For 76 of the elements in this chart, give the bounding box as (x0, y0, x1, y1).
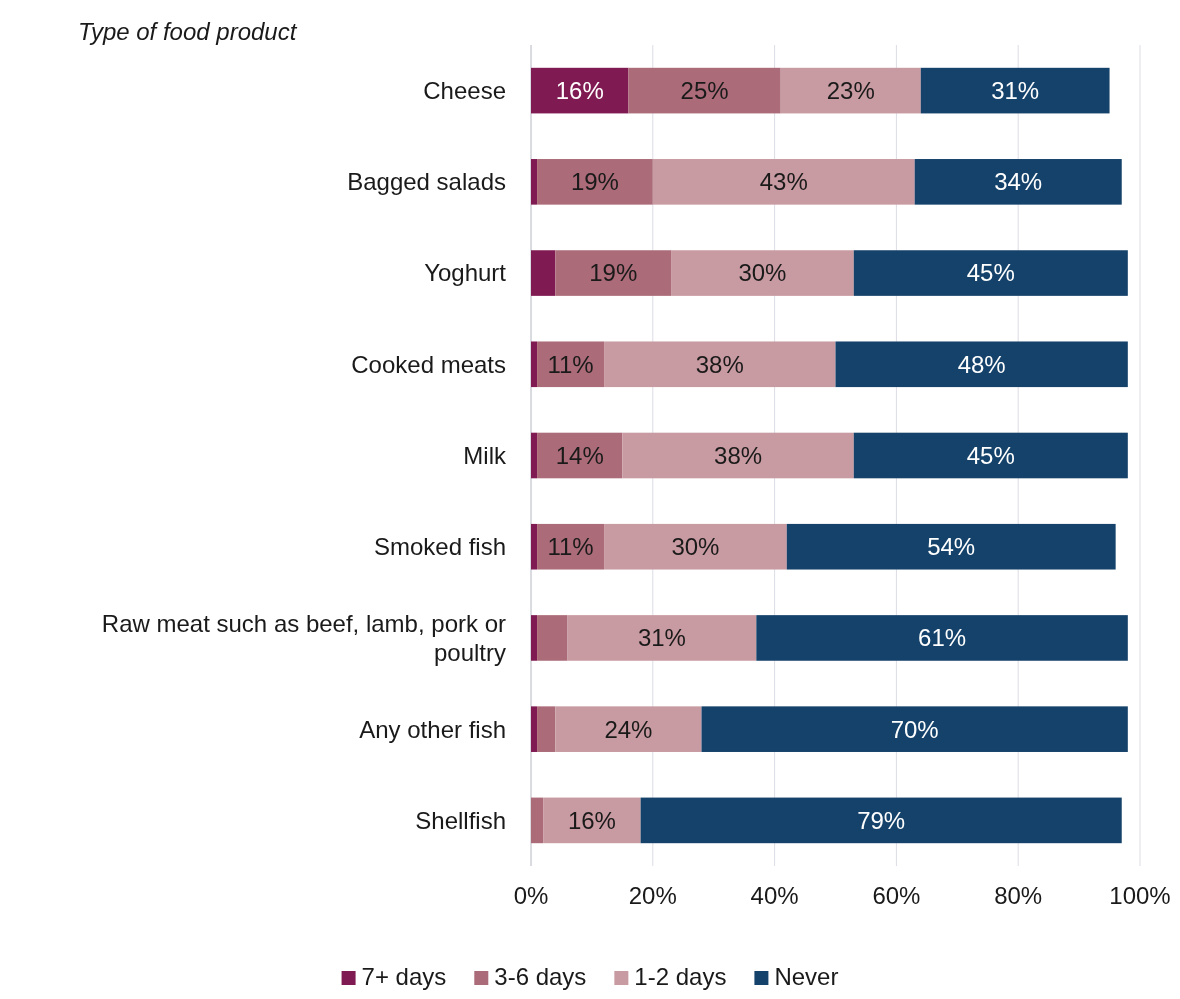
data-label: 54% (927, 533, 976, 561)
y-tick-label: Smoked fish (373, 533, 506, 561)
bar (622, 432, 854, 479)
x-tick-label: 0% (513, 882, 549, 909)
bar (652, 159, 915, 205)
bar (531, 159, 538, 205)
data-label: 23% (826, 77, 875, 105)
x-tick-label: 40% (750, 882, 799, 909)
y-tick-label: Shellfish (415, 806, 506, 834)
bar (531, 523, 538, 570)
data-label: 48% (957, 350, 1006, 378)
bar (671, 250, 854, 296)
data-label: 34% (994, 168, 1043, 196)
data-label: 16% (567, 806, 616, 834)
legend-label: 1-2 days (634, 963, 727, 990)
bar (555, 706, 702, 752)
bar (531, 341, 538, 388)
bar (567, 615, 757, 661)
bar (531, 706, 538, 752)
data-label: 38% (695, 350, 744, 378)
bar (555, 250, 672, 296)
data-label: 24% (604, 715, 653, 743)
x-tick-label: 20% (628, 882, 677, 909)
bar (853, 432, 1128, 479)
data-label: 25% (680, 77, 729, 105)
bar (756, 615, 1128, 661)
data-label: 45% (966, 441, 1015, 469)
data-label: 16% (555, 77, 604, 105)
bar (640, 797, 1122, 844)
y-tick-label: Any other fish (359, 715, 506, 743)
x-tick-label: 60% (872, 882, 921, 909)
legend-label: 7+ days (361, 963, 447, 990)
data-label: 11% (547, 350, 594, 378)
data-label: 31% (637, 624, 686, 652)
data-label: 31% (991, 77, 1040, 105)
bar (531, 250, 556, 296)
legend-label: 3-6 days (494, 963, 587, 990)
data-label: 43% (759, 168, 808, 196)
y-tick-label: Raw meat such as beef, lamb, pork or poultry (101, 609, 506, 666)
x-tick-label: 100% (1109, 882, 1171, 909)
bar (531, 432, 538, 479)
data-label: 19% (589, 259, 638, 287)
legend-label: Never (774, 963, 839, 990)
data-label: 61% (918, 624, 967, 652)
y-tick-label: Milk (463, 441, 507, 469)
y-tick-label: Cheese (423, 77, 506, 105)
data-label: 19% (570, 168, 619, 196)
y-tick-label: Bagged salads (347, 168, 506, 196)
data-label: 79% (857, 806, 906, 834)
bar (531, 797, 544, 844)
bar (543, 797, 641, 844)
x-tick-label: 80% (994, 882, 1043, 909)
data-label: 45% (966, 259, 1015, 287)
bar (537, 159, 653, 205)
bar (628, 67, 781, 114)
y-axis-title: Type of food product (78, 18, 298, 45)
bar (914, 159, 1122, 205)
bar (604, 341, 836, 388)
data-label: 11% (547, 533, 594, 561)
bar (780, 67, 921, 114)
data-label: 30% (738, 259, 787, 287)
y-tick-label: Yoghurt (424, 259, 507, 287)
bar (786, 523, 1116, 570)
data-label: 14% (555, 441, 604, 469)
bar (701, 706, 1128, 752)
data-label: 30% (671, 533, 720, 561)
bar (537, 706, 556, 752)
y-tick-label: Cooked meats (351, 350, 506, 378)
bar (604, 523, 787, 570)
bar (920, 67, 1110, 114)
bar (835, 341, 1128, 388)
bar (531, 615, 538, 661)
data-label: 38% (714, 441, 763, 469)
bar (853, 250, 1128, 296)
data-label: 70% (890, 715, 939, 743)
bar (537, 615, 568, 661)
